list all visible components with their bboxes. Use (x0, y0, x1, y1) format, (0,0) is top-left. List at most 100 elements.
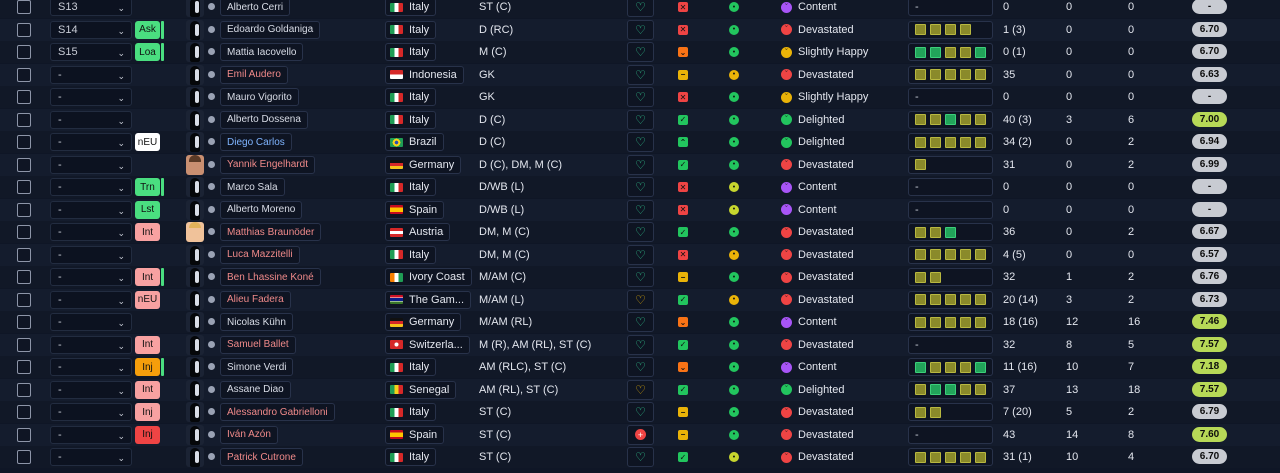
row-checkbox[interactable] (17, 157, 31, 172)
row-checkbox[interactable] (17, 270, 31, 284)
nationality[interactable]: Italy (385, 43, 437, 61)
table-row[interactable]: - ⌄ nEU Alieu Fadera The Gam... M/AM (L) ♡ ✓ • ˘ D… (0, 288, 1280, 311)
player-name[interactable]: Mattia Iacovello (220, 43, 304, 61)
row-checkbox[interactable] (17, 247, 31, 262)
heart-icon[interactable]: ♡ (627, 199, 654, 220)
table-row[interactable]: S15 ⌄ Loa Mattia Iacovello Italy M (C) ♡ ⌄ • ˘ Sli… (0, 41, 1280, 63)
player-name[interactable]: Diego Carlos (220, 133, 292, 151)
squad-number-dropdown[interactable]: - ⌄ (50, 110, 132, 129)
squad-number-dropdown[interactable]: - ⌄ (50, 245, 132, 264)
player-name[interactable]: Patrick Cutrone (220, 448, 303, 466)
nationality[interactable]: Spain (385, 425, 445, 444)
status-badge[interactable]: Int (135, 380, 160, 399)
row-checkbox[interactable] (17, 0, 31, 14)
row-checkbox[interactable] (17, 450, 31, 464)
table-row[interactable]: - ⌄ Yannik Engelhardt Germany D (C), DM, M (… (0, 153, 1280, 176)
player-name[interactable]: Mauro Vigorito (220, 88, 299, 106)
squad-number-dropdown[interactable]: - ⌄ (50, 313, 132, 331)
squad-number-dropdown[interactable]: - ⌄ (50, 448, 132, 466)
nationality[interactable]: The Gam... (385, 290, 472, 309)
heart-icon[interactable]: ♡ (627, 312, 654, 332)
heart-icon[interactable]: ♡ (627, 64, 654, 85)
row-checkbox[interactable] (17, 382, 31, 397)
nationality[interactable]: Italy (385, 20, 437, 39)
squad-number-dropdown[interactable]: - ⌄ (50, 155, 132, 174)
heart-icon[interactable]: ♡ (627, 87, 654, 107)
squad-number-dropdown[interactable]: - ⌄ (50, 200, 132, 219)
status-badge[interactable]: Loa (135, 43, 160, 61)
row-checkbox[interactable] (17, 180, 31, 194)
player-name[interactable]: Yannik Engelhardt (220, 155, 315, 174)
table-row[interactable]: - ⌄ nEU Diego Carlos Brazil D (C) ♡ ⌃ • ˘ Delighte… (0, 131, 1280, 153)
player-name[interactable]: Emil Audero (220, 65, 288, 84)
row-checkbox[interactable] (17, 315, 31, 329)
nationality[interactable]: Italy (385, 403, 437, 421)
squad-number-dropdown[interactable]: - ⌄ (50, 268, 132, 286)
squad-number-dropdown[interactable]: - ⌄ (50, 403, 132, 421)
nationality[interactable]: Spain (385, 200, 445, 219)
table-row[interactable]: S14 ⌄ Ask Edoardo Goldaniga Italy D (RC) ♡ ✕ • ˘ D… (0, 18, 1280, 41)
row-checkbox[interactable] (17, 45, 31, 59)
player-name[interactable]: Alieu Fadera (220, 290, 291, 309)
heart-icon[interactable]: ♡ (627, 267, 654, 287)
nationality[interactable]: Italy (385, 110, 437, 129)
heart-icon[interactable]: ♡ (627, 0, 654, 17)
nationality[interactable]: Italy (385, 178, 437, 196)
squad-number-dropdown[interactable]: - ⌄ (50, 223, 132, 241)
row-checkbox[interactable] (17, 292, 31, 307)
player-name[interactable]: Alberto Moreno (220, 200, 303, 219)
heart-icon[interactable]: ♡ (627, 447, 654, 467)
table-row[interactable]: - ⌄ Int Assane Diao Senegal AM (RL), ST (C) ♡ ✓… (0, 378, 1280, 401)
table-row[interactable]: - ⌄ Inj Iván Azón Spain ST (C) + − • ˘ Devastated -… (0, 423, 1280, 446)
squad-number-dropdown[interactable]: - ⌄ (50, 380, 132, 399)
row-checkbox[interactable] (17, 427, 31, 442)
status-badge[interactable]: Lst (135, 200, 160, 219)
status-badge[interactable]: Inj (135, 425, 160, 444)
table-row[interactable]: - ⌄ Nicolas Kühn Germany M/AM (RL) ♡ ⌄ • ˘ Conten… (0, 311, 1280, 333)
player-name[interactable]: Luca Mazzitelli (220, 245, 300, 264)
nationality[interactable]: Senegal (385, 380, 457, 399)
table-row[interactable]: - ⌄ Int Matthias Braunöder Austria DM, M (C) ♡… (0, 221, 1280, 243)
nationality[interactable]: Italy (385, 0, 437, 16)
status-badge[interactable]: Int (135, 335, 160, 354)
heart-icon[interactable]: ♡ (627, 109, 654, 130)
heart-icon[interactable]: ♡ (627, 177, 654, 197)
player-name[interactable]: Alessandro Gabrielloni (220, 403, 335, 421)
nationality[interactable]: Germany (385, 313, 462, 331)
player-name[interactable]: Ben Lhassine Koné (220, 268, 321, 286)
status-badge[interactable]: nEU (135, 290, 160, 309)
table-row[interactable]: - ⌄ Mauro Vigorito Italy GK ♡ ✕ • ˘ Slightly Happ… (0, 86, 1280, 108)
row-checkbox[interactable] (17, 22, 31, 37)
heart-icon[interactable]: ♡ (627, 402, 654, 422)
row-checkbox[interactable] (17, 202, 31, 217)
heart-icon[interactable]: ♡ (627, 334, 654, 355)
player-name[interactable]: Matthias Braunöder (220, 223, 322, 241)
squad-number-dropdown[interactable]: - ⌄ (50, 425, 132, 444)
status-badge[interactable]: Int (135, 268, 160, 286)
status-badge[interactable]: nEU (135, 133, 160, 151)
player-name[interactable]: Alberto Dossena (220, 110, 308, 129)
squad-number-dropdown[interactable]: S15 ⌄ (50, 43, 132, 61)
nationality[interactable]: Italy (385, 88, 437, 106)
table-row[interactable]: - ⌄ Inj Simone Verdi Italy AM (RLC), ST (C) ♡ ⌄… (0, 356, 1280, 378)
status-badge[interactable]: Inj (135, 358, 160, 376)
heart-icon[interactable]: ♡ (627, 357, 654, 377)
table-row[interactable]: S13 ⌄ Alberto Cerri Italy ST (C) ♡ ✕ • ˘ Content -… (0, 0, 1280, 18)
table-row[interactable]: - ⌄ Trn Marco Sala Italy D/WB (L) ♡ ✕ • ˘ Content -… (0, 176, 1280, 198)
nationality[interactable]: Indonesia (385, 65, 464, 84)
row-checkbox[interactable] (17, 112, 31, 127)
heart-icon[interactable]: ♡ (627, 379, 654, 400)
heart-icon[interactable]: ♡ (627, 222, 654, 242)
squad-number-dropdown[interactable]: S13 ⌄ (50, 0, 132, 16)
heart-icon[interactable]: ♡ (627, 289, 654, 310)
nationality[interactable]: Italy (385, 245, 437, 264)
table-row[interactable]: - ⌄ Int Samuel Ballet Switzerla... M (R), AM … (0, 333, 1280, 356)
squad-number-dropdown[interactable]: - ⌄ (50, 335, 132, 354)
row-checkbox[interactable] (17, 405, 31, 419)
table-row[interactable]: - ⌄ Luca Mazzitelli Italy DM, M (C) ♡ ✕ • ˘ Devas… (0, 243, 1280, 266)
heart-icon[interactable]: ♡ (627, 19, 654, 40)
squad-number-dropdown[interactable]: - ⌄ (50, 65, 132, 84)
player-name[interactable]: Iván Azón (220, 425, 278, 444)
table-row[interactable]: - ⌄ Inj Alessandro Gabrielloni Italy ST (C) ♡ −… (0, 401, 1280, 423)
table-row[interactable]: - ⌄ Int Ben Lhassine Koné Ivory Coast M/AM (C… (0, 266, 1280, 288)
